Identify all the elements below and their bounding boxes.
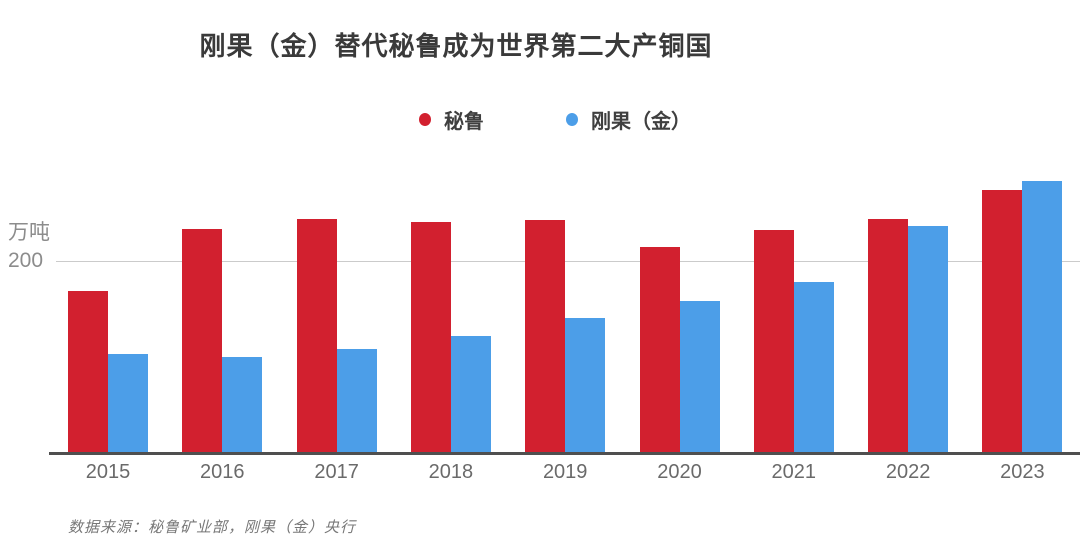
gridline-200: [56, 261, 1080, 262]
bar-congo-2017: [336, 348, 377, 453]
chart-title: 刚果（金）替代秘鲁成为世界第二大产铜国: [199, 32, 713, 61]
legend-item-congo: 刚果（金）: [566, 105, 691, 134]
bar-peru-2017: [296, 219, 337, 453]
source-note: 数据来源：秘鲁矿业部，刚果（金）央行: [68, 520, 357, 536]
bar-congo-2020: [679, 300, 720, 453]
bar-congo-2021: [793, 281, 834, 453]
bar-congo-2019: [565, 317, 606, 453]
x-axis-label-2019: 2019: [542, 461, 588, 483]
bar-peru-2020: [639, 247, 680, 453]
x-axis-label-2017: 2017: [314, 461, 359, 483]
x-axis-line: [49, 452, 1080, 455]
x-axis-label-2021: 2021: [771, 461, 817, 483]
legend-label-congo: 刚果（金）: [591, 111, 691, 133]
y-axis-tick-200: 200: [8, 249, 44, 272]
bar-peru-2018: [410, 222, 451, 453]
legend-label-peru: 秘鲁: [444, 111, 484, 133]
legend-dot-peru-icon: [419, 113, 431, 126]
x-axis-label-2018: 2018: [428, 461, 474, 483]
x-axis-label-2016: 2016: [200, 461, 245, 483]
bar-congo-2022: [908, 226, 949, 453]
y-axis-unit-label: 万吨: [8, 221, 50, 244]
x-axis-label-2023: 2023: [1000, 461, 1045, 483]
bar-congo-2015: [108, 354, 148, 453]
x-axis-label-2015: 2015: [85, 461, 131, 483]
bar-congo-2016: [222, 357, 263, 453]
legend-dot-congo-icon: [566, 113, 578, 126]
bar-congo-2018: [450, 336, 491, 453]
bar-peru-2015: [68, 291, 108, 453]
bar-peru-2021: [753, 229, 794, 453]
legend-item-peru: 秘鲁: [419, 105, 484, 134]
legend: 秘鲁 刚果（金）: [419, 105, 691, 134]
x-axis-label-2022: 2022: [885, 461, 931, 483]
bar-peru-2019: [525, 220, 566, 453]
bar-peru-2016: [182, 228, 223, 453]
x-axis-label-2020: 2020: [657, 461, 702, 483]
bar-peru-2023: [982, 189, 1023, 453]
bar-peru-2022: [868, 219, 909, 453]
bar-congo-2023: [1022, 181, 1063, 453]
